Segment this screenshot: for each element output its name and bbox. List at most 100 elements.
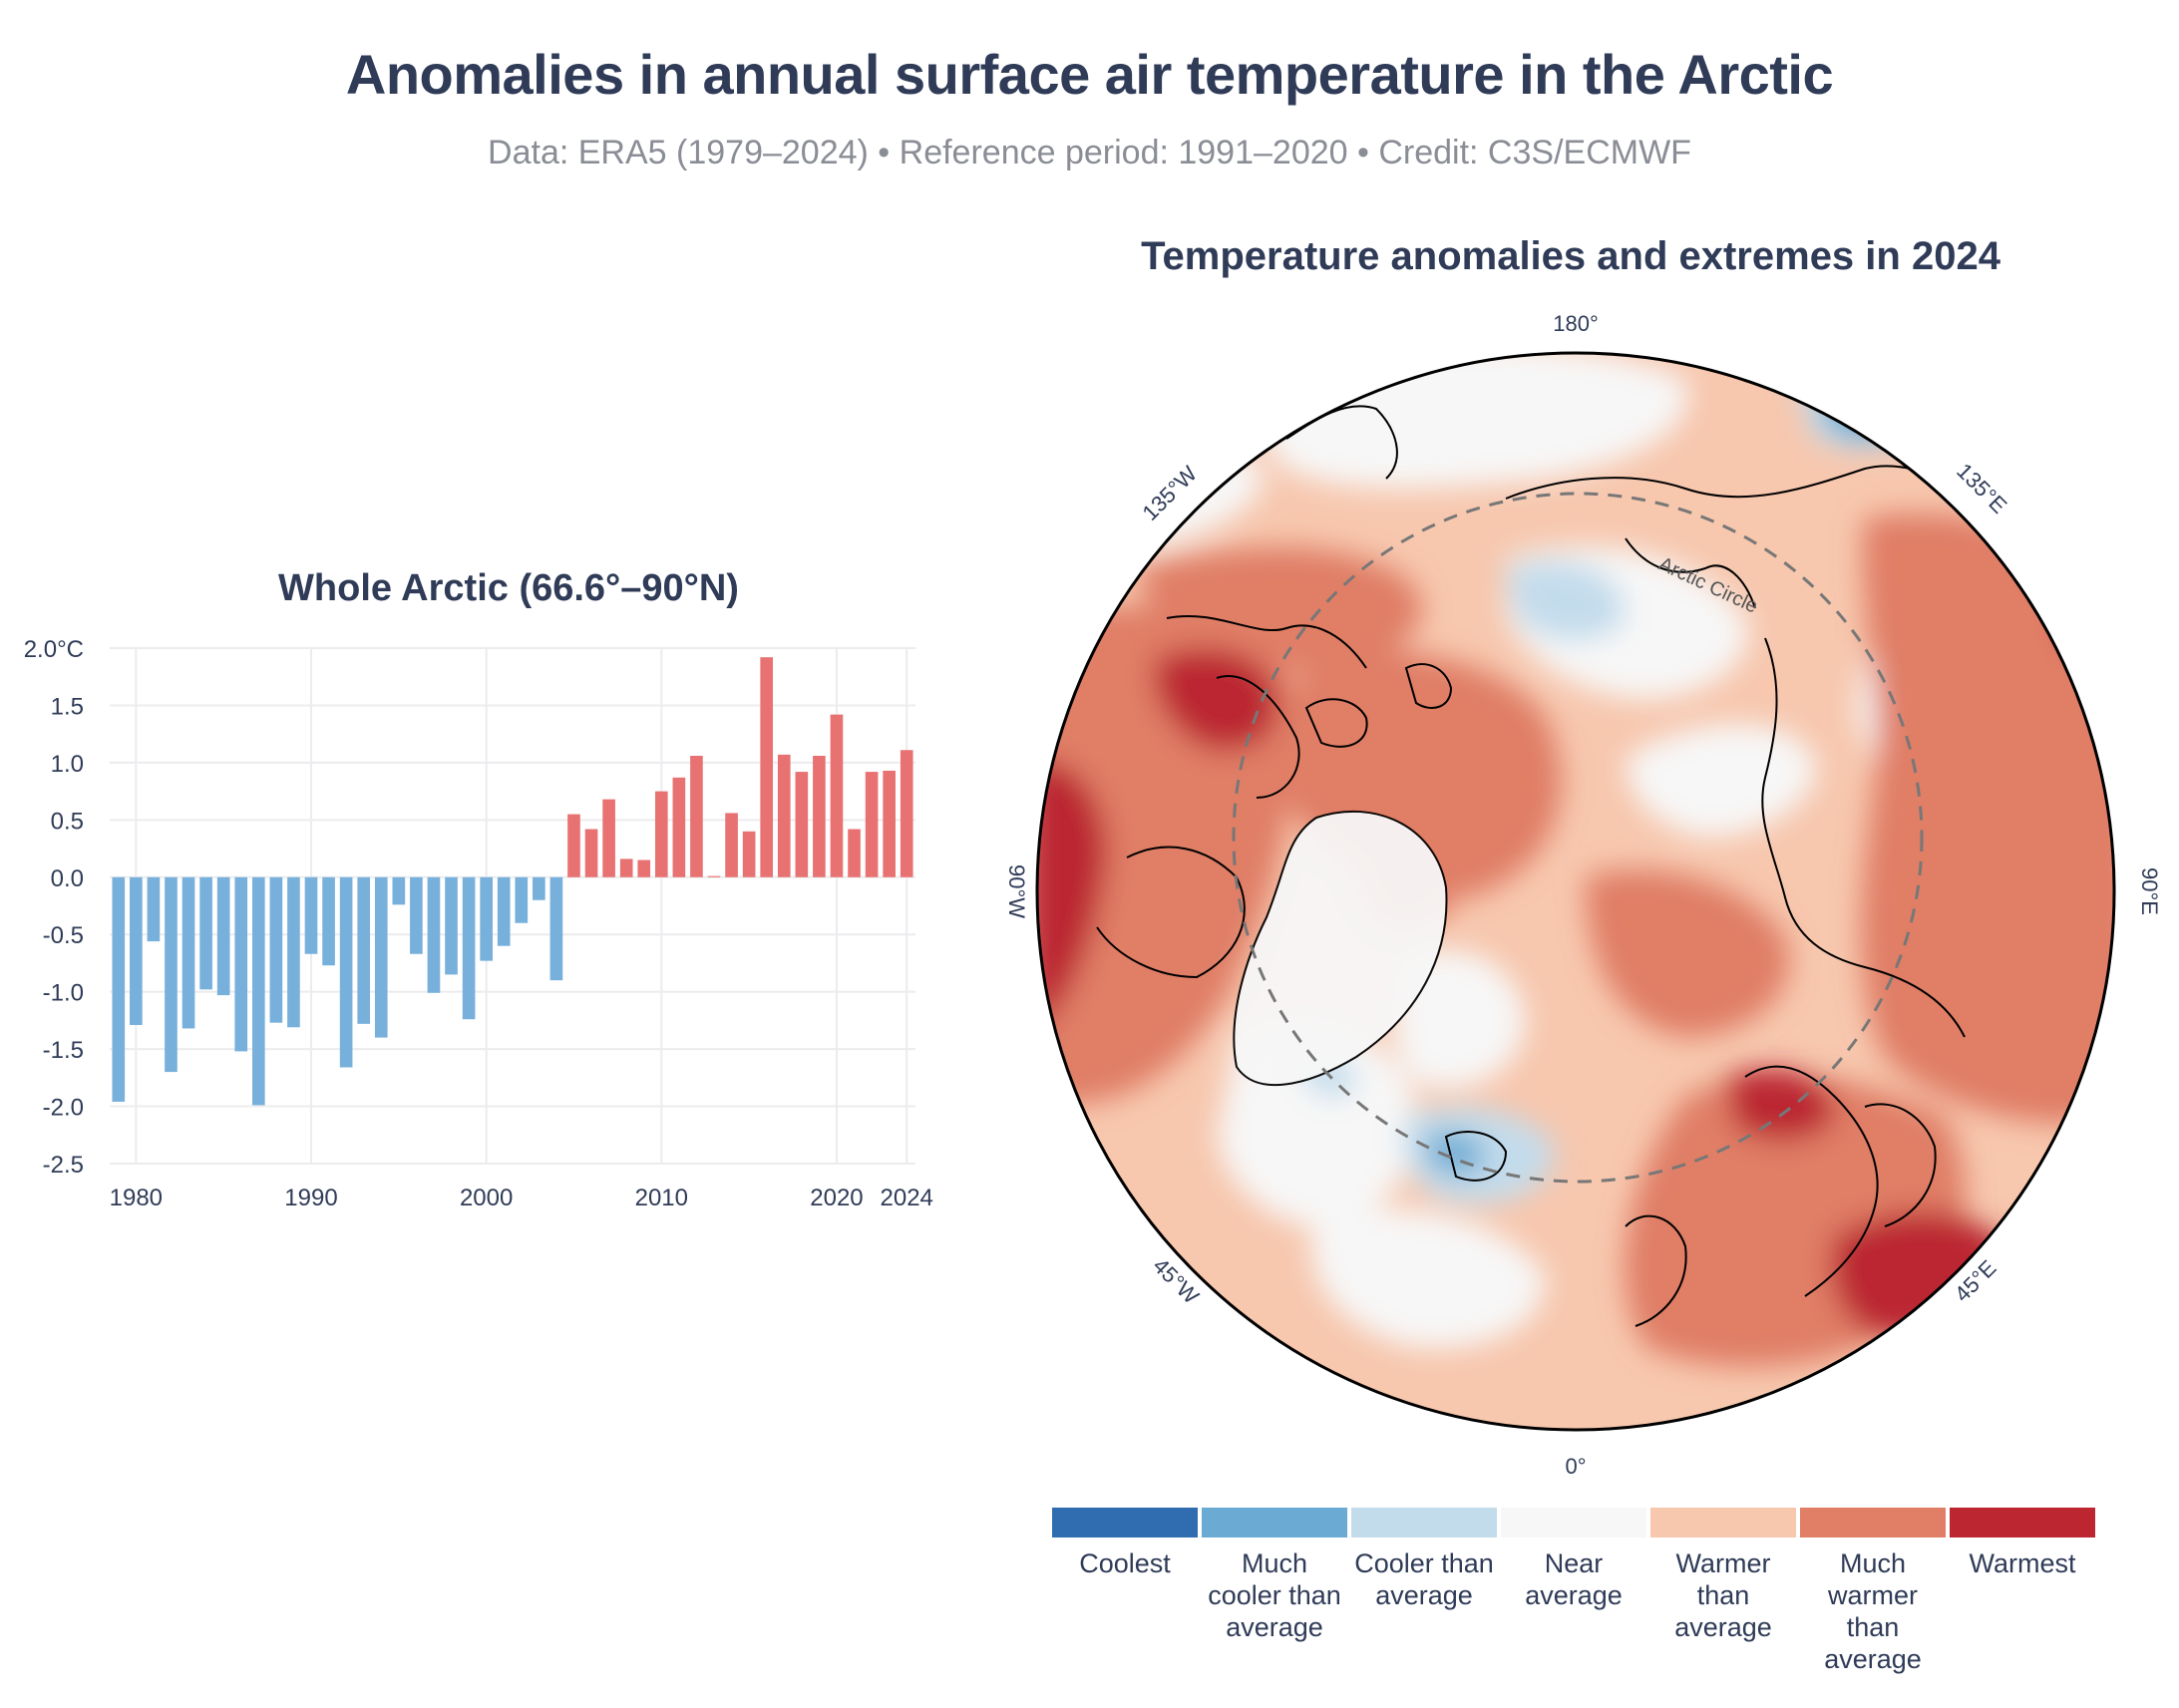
legend-label: Near average	[1525, 1548, 1623, 1610]
y-tick-label: 1.0	[51, 751, 84, 778]
bar-1985	[216, 876, 230, 996]
legend-swatch	[1052, 1508, 1198, 1537]
legend-swatch	[1950, 1508, 2095, 1537]
legend-label: Coolest	[1079, 1548, 1171, 1578]
bar-2018	[795, 772, 809, 877]
legend-swatch	[1650, 1508, 1796, 1537]
bar-1999	[462, 876, 476, 1020]
bar-1998	[445, 876, 458, 975]
legend-item-much-cooler: Much cooler than average	[1202, 1508, 1347, 1643]
bar-2007	[602, 799, 615, 877]
legend-label: Much cooler than average	[1208, 1548, 1341, 1642]
bar-2003	[533, 876, 545, 900]
x-tick-label: 1990	[284, 1185, 337, 1211]
bar-2005	[567, 814, 580, 877]
bar-chart-bars	[112, 657, 913, 1106]
bar-1997	[427, 876, 441, 993]
map-legend: Coolest Much cooler than average Cooler …	[1052, 1508, 2099, 1674]
bar-1981	[147, 876, 161, 942]
anomaly-field	[1037, 353, 2114, 1430]
bar-chart-title: Whole Arctic (66.6°–90°N)	[278, 568, 739, 609]
bar-1988	[269, 876, 283, 1023]
legend-item-much-warmer: Much warmer than average	[1800, 1508, 1946, 1675]
bar-2004	[549, 876, 563, 981]
page-title: Anomalies in annual surface air temperat…	[345, 43, 1834, 106]
bar-2019	[813, 755, 826, 877]
bar-2023	[883, 770, 896, 877]
bar-2001	[497, 876, 511, 946]
y-tick-label: 1.5	[51, 693, 84, 720]
bar-2013	[707, 875, 721, 877]
bar-1992	[339, 876, 353, 1068]
bar-1996	[410, 876, 423, 954]
bar-1979	[112, 876, 126, 1102]
y-tick-label: -1.5	[43, 1037, 84, 1064]
legend-item-coolest: Coolest	[1052, 1508, 1198, 1579]
bar-2008	[619, 858, 633, 877]
x-tick-label: 2000	[460, 1185, 513, 1211]
bar-1990	[304, 876, 318, 954]
bar-1994	[374, 876, 388, 1038]
bar-chart-x-axis: 1980 1990 2000 2010 2020 2024	[110, 1185, 933, 1211]
legend-swatch	[1800, 1508, 1946, 1537]
x-tick-label: 2010	[635, 1185, 688, 1211]
bar-2015	[742, 831, 756, 877]
legend-label: Cooler than average	[1354, 1548, 1494, 1610]
legend-swatch	[1202, 1508, 1347, 1537]
y-tick-label: -1.0	[43, 980, 84, 1007]
y-tick-label: -2.0	[43, 1095, 84, 1122]
legend-item-cooler: Cooler than average	[1351, 1508, 1497, 1611]
map-boundary	[1035, 351, 2116, 1432]
bar-2010	[654, 791, 668, 877]
y-tick-label: 0.5	[51, 808, 84, 835]
bar-1984	[199, 876, 212, 990]
bar-2022	[865, 772, 879, 877]
bar-1987	[251, 876, 265, 1106]
bar-2006	[584, 829, 598, 877]
bar-1993	[357, 876, 371, 1024]
lon-label-135e: 135°E	[1952, 459, 2011, 518]
y-tick-label: 2.0°C	[24, 636, 84, 663]
bar-1991	[322, 876, 335, 966]
legend-item-near-average: Near average	[1501, 1508, 1646, 1611]
map-title: Temperature anomalies and extremes in 20…	[1141, 239, 2001, 278]
legend-swatch	[1351, 1508, 1497, 1537]
lon-label-0: 0°	[1565, 1454, 1586, 1479]
lon-label-90e: 90°E	[2137, 867, 2162, 915]
bar-chart-y-axis: 2.0°C 1.5 1.0 0.5 0.0 -0.5 -1.0 -1.5 -2.0 -2.5	[24, 636, 84, 1179]
bar-1982	[165, 876, 178, 1073]
bar-2020	[830, 714, 844, 877]
legend-label: Much warmer than average	[1824, 1548, 1922, 1674]
bar-2016	[760, 657, 774, 877]
page-subtitle: Data: ERA5 (1979–2024) • Reference perio…	[488, 134, 1691, 171]
lon-label-90w: 90°W	[1004, 864, 1029, 918]
bar-2017	[777, 754, 791, 877]
bar-2011	[672, 777, 686, 877]
bar-1980	[130, 876, 143, 1025]
x-tick-label: 1980	[110, 1185, 163, 1211]
legend-item-warmest: Warmest	[1950, 1508, 2095, 1579]
lon-label-180: 180°	[1553, 311, 1599, 336]
x-tick-label: 2024	[881, 1185, 933, 1211]
bar-2014	[725, 813, 738, 877]
bar-2012	[690, 755, 703, 877]
bar-2000	[480, 876, 493, 961]
bar-1989	[287, 876, 300, 1028]
legend-swatch	[1501, 1508, 1646, 1537]
x-tick-label: 2020	[810, 1185, 863, 1211]
y-tick-label: 0.0	[51, 865, 84, 892]
legend-label: Warmer than average	[1674, 1548, 1772, 1642]
polar-map: Temperature anomalies and extremes in 20…	[1004, 239, 2162, 1479]
arctic-circle-line	[1232, 492, 1924, 1184]
bar-2024	[900, 750, 913, 877]
bar-1995	[392, 876, 406, 905]
legend-item-warmer: Warmer than average	[1650, 1508, 1796, 1643]
bar-1986	[234, 876, 248, 1052]
bar-2009	[637, 859, 651, 877]
legend-label: Warmest	[1969, 1548, 2076, 1578]
bar-2021	[848, 829, 861, 877]
bar-1983	[182, 876, 195, 1029]
y-tick-label: -0.5	[43, 922, 84, 949]
bar-chart-grid	[110, 647, 915, 1165]
bar-2002	[515, 876, 529, 923]
